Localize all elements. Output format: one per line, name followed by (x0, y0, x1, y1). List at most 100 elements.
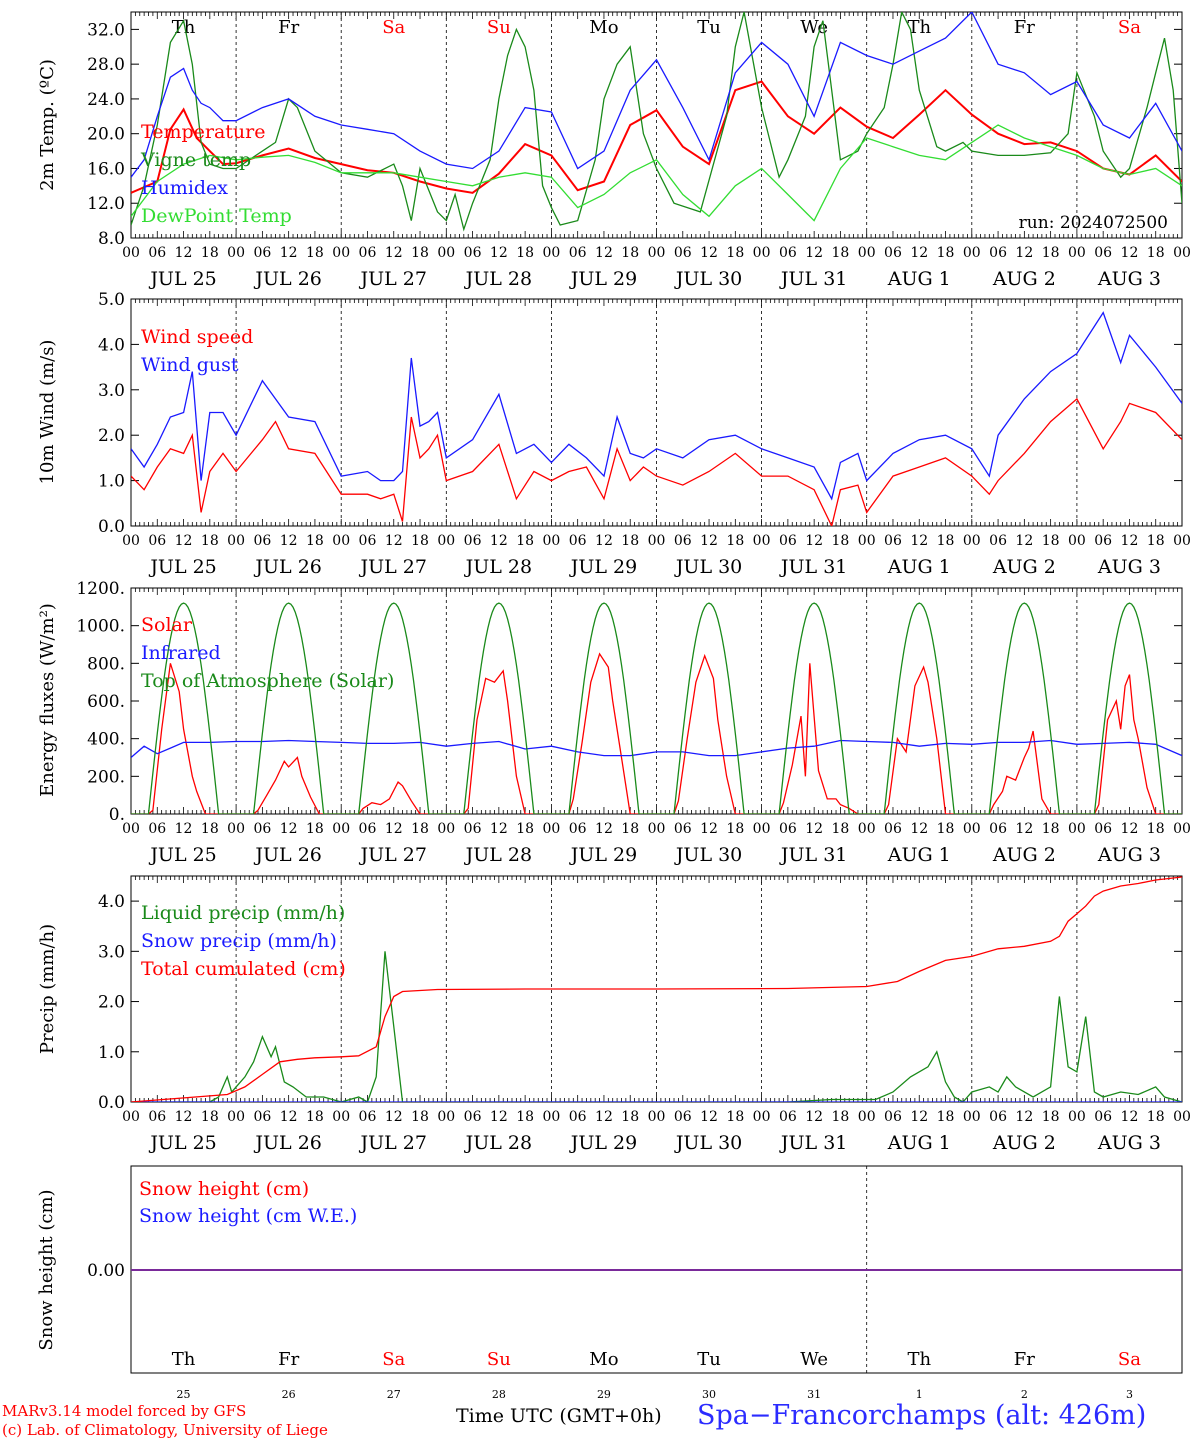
legend-entry: Snow height (cm W.E.) (139, 1205, 357, 1227)
legend-entry: Snow precip (mm/h) (141, 930, 337, 952)
hour-label: 06 (1094, 821, 1112, 837)
y-tick-label: 600. (87, 692, 125, 712)
date-label: JUL 27 (359, 844, 427, 866)
date-label: AUG 2 (992, 556, 1056, 578)
hour-label: 12 (175, 245, 193, 261)
date-label: JUL 25 (148, 844, 216, 866)
day-number-label: 3 (1126, 1388, 1133, 1400)
date-label: JUL 31 (779, 556, 847, 578)
hour-label: 18 (937, 245, 955, 261)
hour-label: 00 (963, 1109, 981, 1125)
y-tick-label: 2.0 (98, 993, 125, 1013)
y-tick-label: 800. (87, 654, 125, 674)
hour-label: 00 (648, 1109, 666, 1125)
hour-label: 18 (1147, 533, 1165, 549)
y-axis-label: Energy fluxes (W/m²) (37, 603, 58, 797)
date-label: JUL 25 (148, 556, 216, 578)
hour-label: 00 (437, 245, 455, 261)
hour-label: 18 (201, 821, 219, 837)
series-line-humidex (131, 12, 1182, 178)
hour-label: 12 (805, 533, 823, 549)
weekday-label: We (800, 17, 828, 38)
y-tick-label: 0.00 (87, 1261, 125, 1281)
y-tick-label: 2.0 (98, 426, 125, 446)
legend-entry: Wind speed (141, 326, 253, 348)
hour-label: 18 (411, 821, 429, 837)
date-label: JUL 30 (674, 268, 742, 290)
y-axis-label: 10m Wind (m/s) (37, 340, 58, 485)
series-line-dewpoint-temp (131, 124, 1182, 222)
date-label: JUL 26 (253, 1132, 321, 1154)
y-tick-label: 12.0 (87, 194, 125, 214)
panel-3: 0. 200. 400. 600. 800. 1000. 1200. Energy fluxe… (37, 579, 1191, 866)
legend-entry: DewPoint Temp (141, 205, 292, 227)
series-line-wind-speed (131, 397, 1182, 526)
hour-label: 06 (884, 533, 902, 549)
weekday-label: Mo (589, 17, 618, 38)
legend-entry: Total cumulated (cm) (141, 958, 346, 980)
date-label: JUL 26 (253, 556, 321, 578)
hour-label: 18 (516, 245, 534, 261)
hour-label: 18 (621, 821, 639, 837)
hour-label: 18 (516, 1109, 534, 1125)
day-number-label: 30 (702, 1388, 716, 1400)
hour-label: 12 (700, 245, 718, 261)
date-label: JUL 29 (569, 268, 637, 290)
hour-label: 12 (490, 245, 508, 261)
hour-label: 06 (569, 245, 587, 261)
hour-label: 18 (726, 245, 744, 261)
hour-label: 12 (805, 245, 823, 261)
date-label: JUL 25 (148, 1132, 216, 1154)
hour-label: 06 (884, 245, 902, 261)
hour-label: 12 (805, 821, 823, 837)
hour-label: 00 (437, 1109, 455, 1125)
hour-label: 00 (963, 533, 981, 549)
legend-entry: Infrared (141, 642, 221, 664)
y-tick-label: 3.0 (98, 942, 125, 962)
hour-label: 18 (1042, 533, 1060, 549)
hour-label: 06 (464, 821, 482, 837)
hour-label: 18 (1042, 245, 1060, 261)
hour-label: 18 (201, 533, 219, 549)
y-tick-label: 20.0 (87, 125, 125, 145)
date-label: JUL 29 (569, 556, 637, 578)
hour-label: 00 (542, 1109, 560, 1125)
hour-label: 12 (490, 821, 508, 837)
hour-label: 06 (989, 245, 1007, 261)
hour-label: 18 (1147, 821, 1165, 837)
hour-label: 06 (569, 533, 587, 549)
hour-label: 06 (359, 1109, 377, 1125)
y-tick-label: 1200. (76, 579, 125, 599)
day-number-label: 26 (282, 1388, 296, 1400)
date-label: JUL 31 (779, 844, 847, 866)
hour-label: 00 (437, 821, 455, 837)
day-number-label: 2 (1021, 1388, 1028, 1400)
hour-label: 06 (569, 1109, 587, 1125)
date-label: AUG 2 (992, 844, 1056, 866)
y-tick-label: 200. (87, 767, 125, 787)
date-label: JUL 26 (253, 268, 321, 290)
hour-label: 18 (726, 533, 744, 549)
date-label: JUL 27 (359, 268, 427, 290)
hour-label: 12 (385, 1109, 403, 1125)
hour-label: 12 (910, 245, 928, 261)
hour-label: 06 (884, 1109, 902, 1125)
hour-label: 12 (280, 821, 298, 837)
hour-label: 06 (253, 821, 271, 837)
weekday-label: Sa (1118, 17, 1141, 38)
hour-label: 00 (332, 1109, 350, 1125)
hour-label: 12 (1015, 821, 1033, 837)
weekday-label: Su (487, 1349, 511, 1370)
y-tick-label: 0. (109, 805, 125, 825)
hour-label: 00 (648, 821, 666, 837)
hour-label: 18 (1042, 1109, 1060, 1125)
hour-label: 06 (148, 245, 166, 261)
y-axis-label: Precip (mm/h) (37, 924, 58, 1054)
hour-label: 12 (175, 1109, 193, 1125)
legend-entry: Liquid precip (mm/h) (141, 902, 345, 924)
hour-label: 06 (1094, 1109, 1112, 1125)
date-label: JUL 30 (674, 556, 742, 578)
hour-label: 12 (595, 1109, 613, 1125)
series-line-total-cumulated-cm- (131, 876, 1182, 1102)
hour-label: 18 (937, 821, 955, 837)
